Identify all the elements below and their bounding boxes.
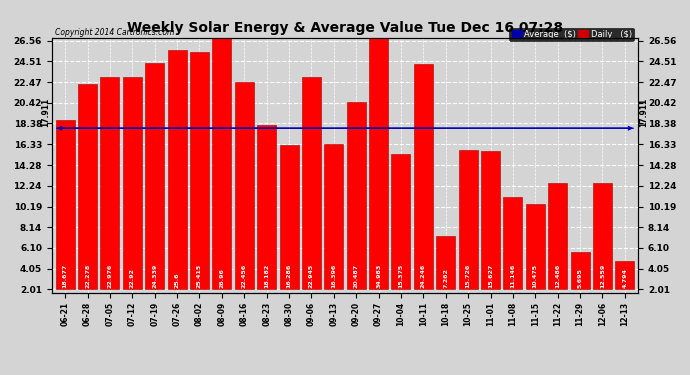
Text: 25.415: 25.415 bbox=[197, 264, 202, 288]
Bar bbox=[615, 261, 634, 290]
Bar bbox=[324, 144, 344, 290]
Text: 17.911: 17.911 bbox=[640, 98, 649, 127]
Text: 7.262: 7.262 bbox=[443, 268, 448, 288]
Bar bbox=[123, 78, 142, 290]
Bar bbox=[145, 63, 164, 290]
Text: 15.375: 15.375 bbox=[398, 264, 404, 288]
Bar bbox=[213, 36, 231, 290]
Bar bbox=[369, 0, 388, 290]
Text: 12.486: 12.486 bbox=[555, 264, 560, 288]
Bar bbox=[571, 252, 589, 290]
Bar bbox=[78, 84, 97, 290]
Bar bbox=[101, 77, 119, 290]
Text: 10.475: 10.475 bbox=[533, 264, 538, 288]
Text: 24.339: 24.339 bbox=[152, 264, 157, 288]
Bar bbox=[526, 204, 545, 290]
Text: 11.146: 11.146 bbox=[511, 264, 515, 288]
Bar bbox=[190, 52, 209, 290]
Text: Copyright 2014 Cartronics.com: Copyright 2014 Cartronics.com bbox=[55, 28, 174, 37]
Bar bbox=[302, 77, 321, 290]
Bar bbox=[414, 64, 433, 290]
Bar bbox=[56, 120, 75, 290]
Bar bbox=[346, 102, 366, 290]
Text: 18.182: 18.182 bbox=[264, 264, 269, 288]
Text: 22.456: 22.456 bbox=[241, 264, 247, 288]
Text: 22.92: 22.92 bbox=[130, 268, 135, 288]
Bar bbox=[481, 152, 500, 290]
Bar bbox=[235, 82, 254, 290]
Text: 24.246: 24.246 bbox=[421, 264, 426, 288]
Bar bbox=[436, 236, 455, 290]
Bar bbox=[593, 183, 612, 290]
Text: 16.396: 16.396 bbox=[331, 264, 336, 288]
Bar bbox=[548, 183, 567, 290]
Bar bbox=[168, 50, 186, 290]
Text: 17.911: 17.911 bbox=[41, 98, 50, 127]
Text: 5.695: 5.695 bbox=[578, 268, 582, 288]
Bar bbox=[504, 197, 522, 290]
Text: 16.286: 16.286 bbox=[286, 264, 292, 288]
Text: 15.726: 15.726 bbox=[466, 264, 471, 288]
Text: 15.627: 15.627 bbox=[488, 264, 493, 288]
Text: 34.983: 34.983 bbox=[376, 264, 381, 288]
Text: 26.96: 26.96 bbox=[219, 268, 224, 288]
Bar bbox=[257, 126, 276, 290]
Bar bbox=[459, 150, 477, 290]
Text: 18.677: 18.677 bbox=[63, 264, 68, 288]
Text: 25.6: 25.6 bbox=[175, 272, 179, 288]
Legend: Average  ($), Daily   ($): Average ($), Daily ($) bbox=[509, 28, 634, 41]
Text: 22.278: 22.278 bbox=[85, 264, 90, 288]
Text: 4.794: 4.794 bbox=[622, 268, 627, 288]
Text: 22.976: 22.976 bbox=[108, 264, 112, 288]
Title: Weekly Solar Energy & Average Value Tue Dec 16 07:28: Weekly Solar Energy & Average Value Tue … bbox=[127, 21, 563, 35]
Bar bbox=[279, 145, 299, 290]
Text: 22.945: 22.945 bbox=[309, 264, 314, 288]
Text: 20.487: 20.487 bbox=[354, 264, 359, 288]
Bar bbox=[391, 154, 411, 290]
Text: 12.559: 12.559 bbox=[600, 264, 605, 288]
